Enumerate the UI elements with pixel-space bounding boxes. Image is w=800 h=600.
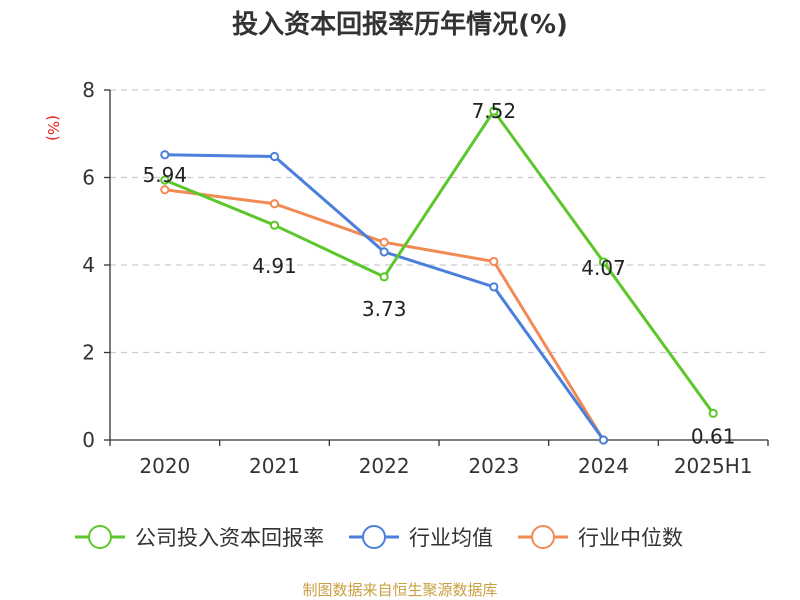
- series-lines: [160, 106, 718, 445]
- x-tick-label: 2025H1: [674, 454, 753, 478]
- source-note: 制图数据来自恒生聚源数据库: [302, 581, 497, 599]
- grid-lines: [110, 89, 768, 354]
- data-point: [489, 282, 499, 292]
- data-label: 4.91: [252, 254, 297, 278]
- legend-swatch-marker: [531, 525, 555, 549]
- y-tick-label: 4: [82, 253, 95, 277]
- legend-swatch-marker: [88, 525, 112, 549]
- legend-item[interactable]: 行业均值: [349, 525, 493, 550]
- x-tick-label: 2023: [468, 454, 519, 478]
- x-tick-label: 2022: [359, 454, 410, 478]
- y-tick-label: 2: [82, 341, 95, 365]
- data-point: [489, 106, 499, 116]
- x-tick-label: 2021: [249, 454, 300, 478]
- data-point: [160, 185, 170, 195]
- chart-title: 投入资本回报率历年情况(%): [232, 9, 568, 40]
- y-axis-label: (%): [44, 115, 62, 141]
- y-tick-label: 0: [82, 428, 95, 452]
- legend[interactable]: 公司投入资本回报率 行业均值 行业中位数: [75, 525, 683, 550]
- data-point: [379, 237, 389, 247]
- data-label: 7.52: [472, 99, 517, 123]
- data-point: [489, 256, 499, 267]
- data-point: [598, 435, 609, 445]
- y-tick-label: 6: [82, 166, 95, 190]
- x-tick-label: 2020: [139, 454, 190, 478]
- data-point: [160, 150, 170, 160]
- legend-label: 行业均值: [409, 526, 493, 550]
- data-point: [708, 408, 718, 418]
- legend-swatch-marker: [362, 525, 386, 549]
- data-point: [379, 272, 389, 282]
- data-point: [269, 151, 280, 162]
- data-label: 0.61: [691, 424, 736, 448]
- axes: 0 2 4 6 8 2020 2021 2022 2023 2024 2025H1: [82, 78, 769, 478]
- data-labels: 5.94 4.91 3.73 7.52 4.07 0.61: [143, 99, 736, 448]
- data-point: [269, 220, 280, 230]
- legend-label: 公司投入资本回报率: [135, 526, 324, 550]
- legend-item[interactable]: 公司投入资本回报率: [75, 525, 324, 550]
- data-label: 4.07: [581, 256, 626, 280]
- data-point: [598, 257, 609, 267]
- y-tick-label: 8: [82, 78, 95, 102]
- data-point: [269, 199, 280, 209]
- data-point: [379, 247, 389, 257]
- data-label: 5.94: [143, 163, 188, 187]
- series-line: [164, 109, 715, 415]
- data-point: [160, 175, 170, 185]
- x-tick-label: 2024: [578, 454, 629, 478]
- legend-item[interactable]: 行业中位数: [518, 525, 683, 550]
- data-label: 3.73: [362, 297, 407, 321]
- legend-label: 行业中位数: [578, 526, 683, 550]
